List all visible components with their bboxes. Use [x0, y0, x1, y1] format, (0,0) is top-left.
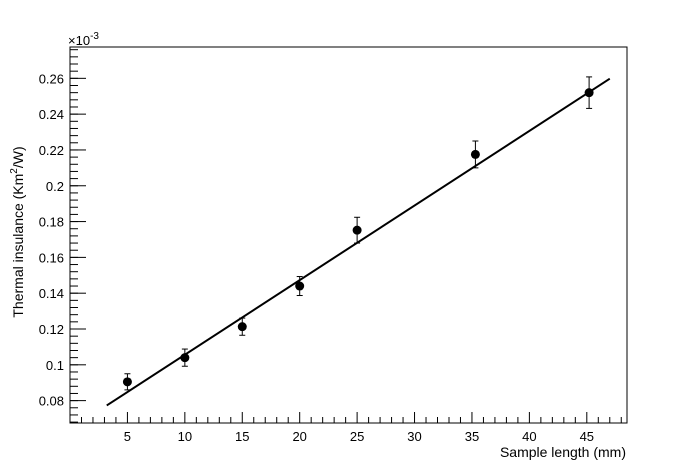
data-point: [352, 225, 362, 235]
data-point: [180, 353, 190, 363]
x-tick-labels: 5 10 15 20 25 30 35 40 45: [124, 429, 594, 444]
x-tick-label: 25: [350, 429, 364, 444]
x-tick-label: 10: [178, 429, 192, 444]
x-tick-label: 15: [235, 429, 249, 444]
data-point: [122, 377, 132, 387]
data-point: [584, 88, 594, 98]
y-tick-label: 0.18: [39, 215, 64, 230]
y-tick-label: 0.08: [39, 394, 64, 409]
data-point: [470, 149, 480, 159]
y-tick-label: 0.2: [46, 179, 64, 194]
y-axis-title: Thermal insulance (Km2/W): [9, 146, 26, 317]
x-tick-label: 45: [580, 429, 594, 444]
y-multiplier-label: ×10-3: [68, 31, 99, 48]
fit-line: [106, 77, 611, 407]
plot-frame: [69, 46, 628, 424]
y-tick-label: 0.16: [39, 250, 64, 265]
x-tick-label: 35: [465, 429, 479, 444]
x-tick-label: 30: [407, 429, 421, 444]
x-tick-label: 20: [292, 429, 306, 444]
y-tick-label: 0.12: [39, 322, 64, 337]
data-point: [295, 281, 305, 291]
data-point: [237, 322, 247, 332]
x-tick-label: 40: [522, 429, 536, 444]
data-marks: [106, 76, 611, 407]
y-tick-label: 0.14: [39, 286, 64, 301]
tick-marks: [70, 49, 622, 423]
y-tick-label: 0.22: [39, 143, 64, 158]
y-tick-label: 0.26: [39, 71, 64, 86]
x-axis-title: Sample length (mm): [500, 444, 626, 460]
x-tick-label: 5: [124, 429, 131, 444]
y-tick-label: 0.24: [39, 107, 64, 122]
y-tick-labels: 0.08 0.1 0.12 0.14 0.16 0.18 0.2 0.22 0.24 0.26: [39, 71, 64, 408]
y-tick-label: 0.1: [46, 358, 64, 373]
